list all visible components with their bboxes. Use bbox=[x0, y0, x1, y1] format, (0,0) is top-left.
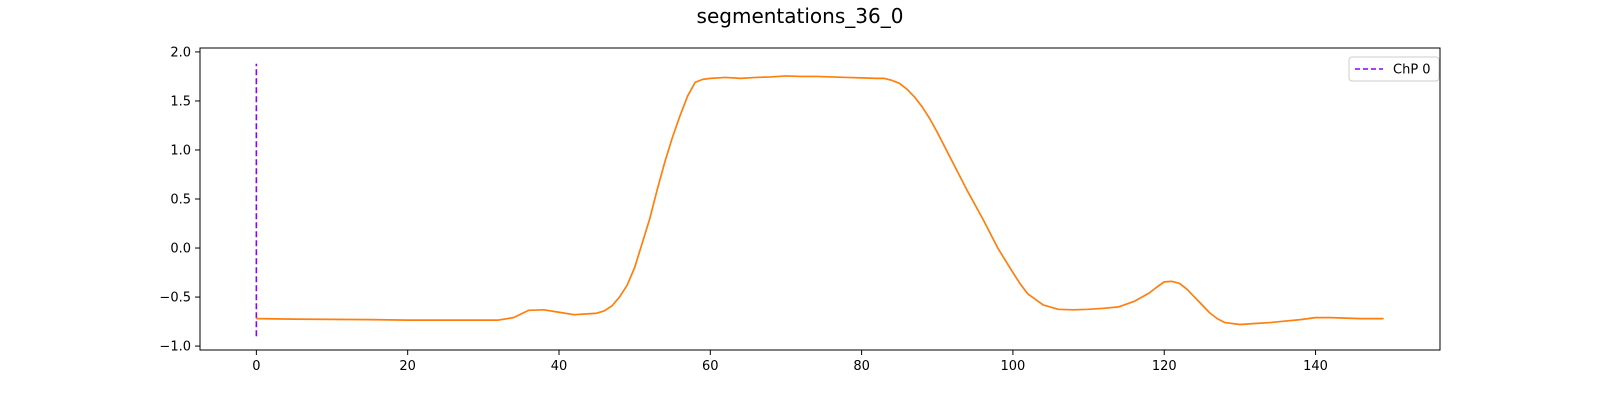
y-tick-label: 0.5 bbox=[170, 193, 191, 208]
x-tick-label: 60 bbox=[702, 359, 719, 374]
y-tick-label: 2.0 bbox=[170, 45, 191, 60]
plot-frame bbox=[199, 47, 1441, 351]
legend-box bbox=[1348, 56, 1440, 82]
y-tick-label: 1.5 bbox=[170, 94, 191, 109]
series-line bbox=[256, 75, 1384, 326]
x-tick-label: 120 bbox=[1152, 359, 1177, 374]
legend: ChP 0 bbox=[1348, 56, 1440, 82]
y-tick-label: 1.0 bbox=[170, 143, 191, 158]
y-tick-label: −0.5 bbox=[159, 291, 191, 306]
x-tick-label: 100 bbox=[1001, 359, 1026, 374]
plot-layer bbox=[255, 63, 1384, 337]
y-tick-label: −1.0 bbox=[159, 340, 191, 355]
x-tick-label: 20 bbox=[399, 359, 416, 374]
x-tick-label: 0 bbox=[252, 359, 260, 374]
x-tick-label: 40 bbox=[551, 359, 568, 374]
legend-label-chp-0: ChP 0 bbox=[1393, 63, 1431, 78]
x-tick-label: 80 bbox=[853, 359, 870, 374]
y-tick-label: 0.0 bbox=[170, 242, 191, 257]
x-tick-label: 140 bbox=[1303, 359, 1328, 374]
axes-layer: 0 20 40 60 80 100 120 140 −1.0 −0.5 0.0 0.5 1.0 1.5 2.… bbox=[159, 45, 1328, 374]
chart-title: segmentations_36_0 bbox=[696, 4, 904, 28]
